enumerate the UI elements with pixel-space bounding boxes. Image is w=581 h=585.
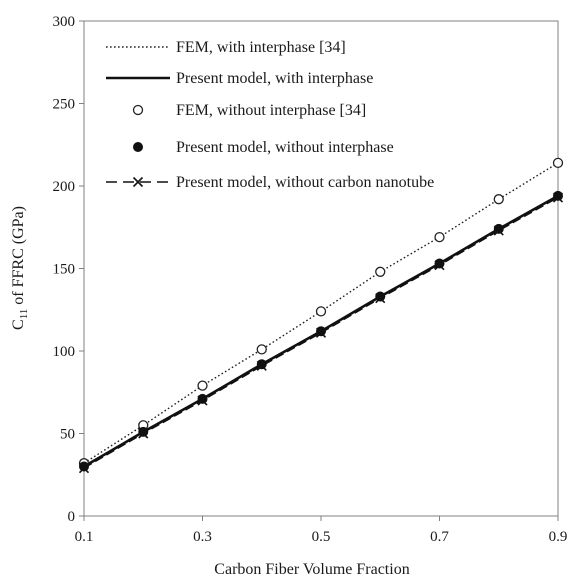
data-point-cross [78,463,90,474]
cross-stroke [132,176,144,188]
y-tick-label: 100 [53,344,76,360]
y-tick-label: 50 [60,427,75,443]
series-4 [78,192,564,474]
data-point-cross [375,293,386,304]
x-tick-label: 0.3 [193,529,212,545]
data-point-cross [552,192,564,203]
legend-item-4: Present model, without carbon nanotube [106,174,434,191]
x-tick-label: 0.5 [312,529,331,545]
x-tick-label: 0.9 [549,529,568,545]
cross-stroke [138,428,149,439]
legend-label: Present model, with interphase [176,70,373,87]
data-point-open-circle [434,231,445,243]
legend-swatch [132,104,144,116]
cross-stroke [434,260,445,271]
y-tick-label: 250 [53,97,76,113]
data-point-filled-circle [553,190,563,201]
data-point-cross [197,395,208,406]
cross-stroke [493,225,504,236]
data-point-open-circle [256,344,267,355]
legend-label: FEM, without interphase [34] [176,102,366,119]
data-point-cross [315,327,327,338]
legend: FEM, with interphase [34] Present model, … [106,39,434,191]
y-tick-label: 200 [53,179,76,195]
cross-stroke [256,360,267,371]
plot-series [78,157,564,474]
y-tick-label: 0 [68,509,76,525]
x-tick-label: 0.7 [430,529,449,545]
data-point-open-circle [197,380,208,391]
data-point-cross [138,428,149,439]
data-point-filled-circle [79,461,89,472]
legend-item-2: FEM, without interphase [34] [132,102,366,119]
data-point-open-circle [552,157,564,169]
y-axis-title: C11 of FFRC (GPa) [10,206,30,330]
data-point-open-circle [493,194,504,205]
legend-swatch-marker [132,176,144,188]
y-axis-title-main: C [10,319,27,330]
x-axis-title: Carbon Fiber Volume Fraction [214,561,409,578]
cross-stroke [197,395,208,406]
cross-stroke [375,293,386,304]
y-axis-title-subscript: 11 [18,309,30,320]
data-point-filled-circle [316,326,326,337]
series-line-without-cnt [83,196,559,469]
cross-stroke [315,327,327,338]
plot-frame [83,20,559,517]
legend-item-3: Present model, without interphase [133,139,394,156]
data-point-cross [493,225,504,236]
data-point-open-circle [375,266,386,277]
legend-label: Present model, without carbon nanotube [176,174,434,191]
y-tick-label: 150 [53,262,76,278]
y-tick-label: 300 [53,14,76,30]
legend-label: Present model, without interphase [176,139,394,156]
cross-stroke [78,463,90,474]
y-axis-title-rest: of FFRC (GPa) [10,206,27,309]
legend-swatch [133,142,143,152]
x-tick-label: 0.1 [75,529,94,545]
data-point-cross [256,360,267,371]
data-point-open-circle [315,306,327,317]
legend-item-1: Present model, with interphase [106,70,373,87]
axes: 0 50 100 150 200 250 300 0.1 0.3 0.5 0.7 0.9 [53,14,568,545]
legend-label: FEM, with interphase [34] [176,39,346,56]
data-point-cross [434,260,445,271]
cross-stroke [552,192,564,203]
legend-item-0: FEM, with interphase [34] [106,39,346,56]
